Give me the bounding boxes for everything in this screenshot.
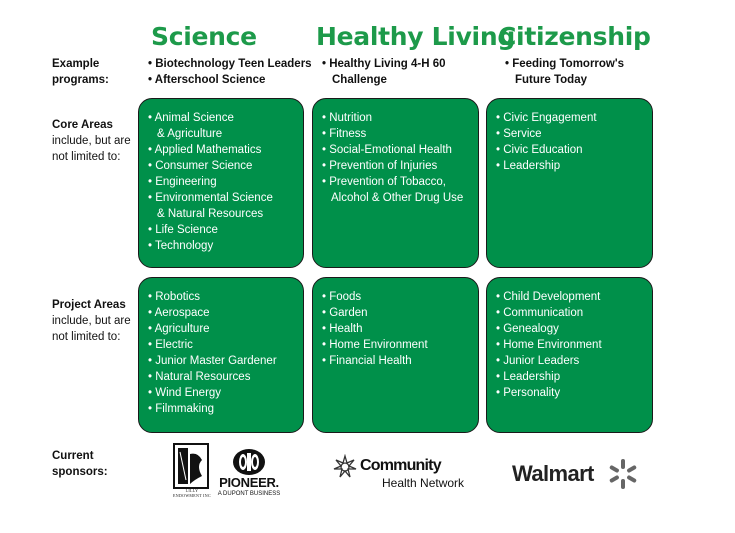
core-area-item: • Prevention of Injuries (322, 160, 438, 172)
core-areas-label: Core Areas include, but are not limited to… (52, 119, 131, 163)
core-area-item: • Environmental Science & Natural Resourc… (148, 192, 273, 220)
project-area-item: • Wind Energy (148, 387, 222, 399)
example-item: • Feeding Tomorrow's Future Today (505, 58, 624, 86)
core-area-item: • Civic Education (496, 144, 583, 156)
chn-line2: Health Network (382, 476, 465, 490)
healthy-living-title: Healthy Living (316, 22, 515, 51)
science-title: Science (151, 22, 257, 51)
chn-line1: Community (360, 457, 442, 474)
core-area-item: • Service (496, 128, 542, 140)
project-area-item: • Home Environment (322, 339, 428, 351)
walmart-spark-icon (609, 459, 637, 489)
project-area-item: • Filmmaking (148, 403, 215, 415)
project-area-item: • Leadership (496, 371, 561, 383)
core-area-item: • Social-Emotional Health (322, 144, 452, 156)
project-area-item: • Health (322, 323, 363, 335)
core-area-item: • Consumer Science (148, 160, 253, 172)
core-area-item: • Prevention of Tobacco, Alcohol & Other … (322, 176, 464, 204)
core-area-item: • Applied Mathematics (148, 144, 262, 156)
project-area-item: • Communication (496, 307, 584, 319)
lilly-endowment-logo: LILLY ENDOWMENT INC (172, 442, 212, 502)
project-area-item: • Agriculture (148, 323, 210, 335)
citizenship-examples: • Feeding Tomorrow's Future Today (505, 56, 640, 88)
project-area-item: • Genealogy (496, 323, 559, 335)
current-sponsors-label: Current sponsors: (52, 450, 108, 478)
science-core-box: • Animal Science & Agriculture • Applied M… (138, 98, 304, 268)
pioneer-emblem-icon (233, 449, 265, 475)
core-area-item: • Leadership (496, 160, 561, 172)
healthy-examples: • Healthy Living 4-H 60 Challenge (322, 56, 462, 88)
citizenship-title: Citizenship (498, 22, 651, 51)
healthy-project-box: • Foods • Garden • Health • Home Environmen… (312, 277, 479, 433)
project-area-item: • Garden (322, 307, 368, 319)
science-examples: • Biotechnology Teen Leaders • Afterscho… (148, 56, 318, 88)
example-programs-label: Example programs: (52, 58, 109, 86)
project-area-item: • Home Environment (496, 339, 602, 351)
pioneer-name: PIONEER. (219, 475, 279, 490)
lilly-endowment-text: LILLY ENDOWMENT INC (173, 488, 211, 498)
project-area-item: • Financial Health (322, 355, 412, 367)
project-area-item: • Personality (496, 387, 561, 399)
project-area-item: • Child Development (496, 291, 601, 303)
healthy-core-box: • Nutrition • Fitness • Social-Emotional H… (312, 98, 479, 268)
example-item: • Healthy Living 4-H 60 Challenge (322, 58, 446, 86)
core-area-item: • Technology (148, 240, 214, 252)
project-area-item: • Natural Resources (148, 371, 251, 383)
project-area-item: • Junior Leaders (496, 355, 580, 367)
example-item: • Biotechnology Teen Leaders (148, 58, 312, 70)
project-area-item: • Robotics (148, 291, 200, 303)
pioneer-logo: PIONEER. A DUPONT BUSINESS (216, 447, 282, 503)
walmart-logo: Walmart (512, 458, 642, 492)
project-area-item: • Foods (322, 291, 362, 303)
community-health-network-logo: Community Health Network (332, 454, 477, 494)
project-area-item: • Aerospace (148, 307, 210, 319)
chn-star-icon (333, 454, 357, 478)
project-area-item: • Electric (148, 339, 193, 351)
project-area-item: • Junior Master Gardener (148, 355, 277, 367)
core-area-item: • Civic Engagement (496, 112, 597, 124)
citizenship-project-box: • Child Development • Communication • Gene… (486, 277, 653, 433)
core-area-item: • Life Science (148, 224, 218, 236)
walmart-wordmark: Walmart (512, 461, 594, 486)
core-area-item: • Fitness (322, 128, 367, 140)
core-area-item: • Animal Science & Agriculture (148, 112, 234, 140)
core-area-item: • Nutrition (322, 112, 373, 124)
core-area-item: • Engineering (148, 176, 217, 188)
science-project-box: • Robotics • Aerospace • Agriculture • Elec… (138, 277, 304, 433)
citizenship-core-box: • Civic Engagement • Service • Civic Educa… (486, 98, 653, 268)
example-item: • Afterschool Science (148, 74, 266, 86)
project-areas-label: Project Areas include, but are not limited… (52, 299, 131, 343)
pioneer-tagline: A DUPONT BUSINESS (217, 491, 281, 497)
